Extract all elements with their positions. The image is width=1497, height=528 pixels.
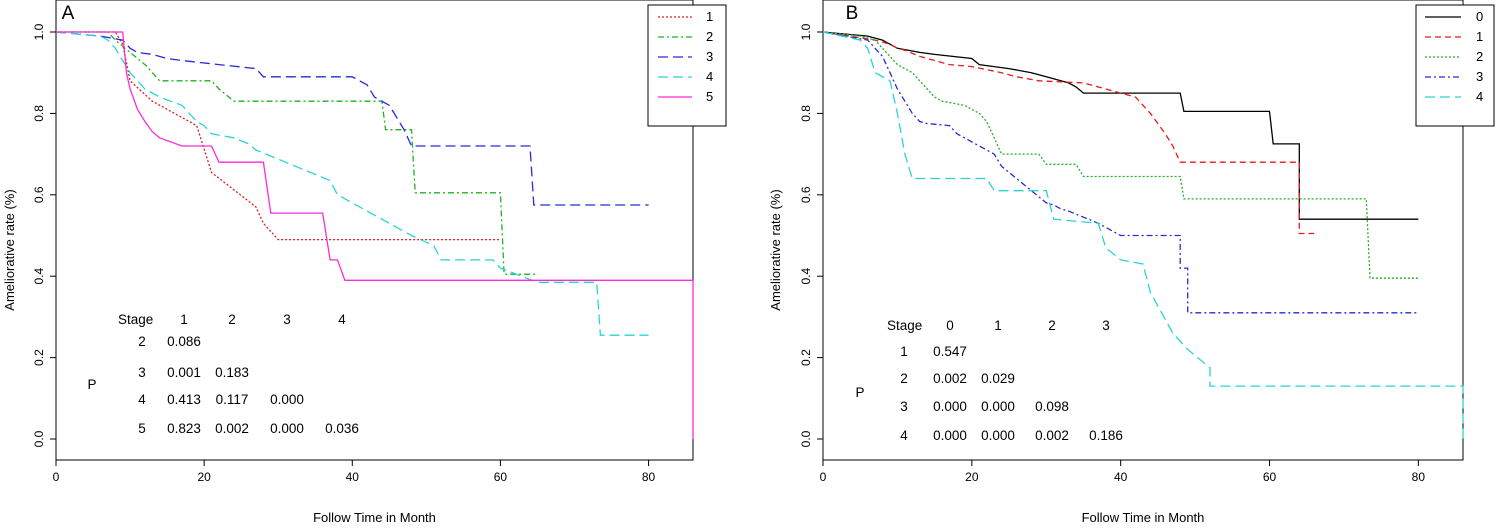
pvalue-row-stage: 2 — [138, 334, 146, 349]
legend-box — [1415, 4, 1495, 127]
series-line-3 — [55, 31, 649, 206]
y-tick-label: 1.0 — [32, 23, 46, 40]
pvalue-cell: 0.000 — [270, 392, 304, 407]
pvalue-table: Stage 0 1 2 3 1 0.547 2 0.002 0.029 3 0.000 0.000 0.0… — [855, 318, 1122, 443]
series-line-3 — [822, 31, 1419, 314]
legend-label-0: 0 — [1476, 9, 1483, 24]
x-tick-label: 40 — [1114, 470, 1128, 484]
legend-box — [647, 4, 727, 127]
panel-letter: B — [846, 3, 859, 24]
pvalue-column-header: 3 — [1102, 318, 1110, 333]
pvalue-row-stage: 1 — [900, 344, 908, 359]
x-tick-label: 0 — [53, 470, 60, 484]
series-line-4 — [822, 31, 1464, 439]
x-axis-label: Follow Time in Month — [1082, 510, 1205, 525]
x-tick-label: 40 — [346, 470, 360, 484]
pvalue-row-stage: 4 — [138, 392, 146, 407]
pvalue-cell: 0.029 — [981, 371, 1015, 386]
x-tick-label: 80 — [1412, 470, 1426, 484]
pvalue-cell: 0.183 — [215, 365, 249, 380]
pvalue-cell: 0.098 — [1035, 399, 1069, 414]
series-line-5 — [56, 31, 694, 439]
pvalue-cell: 0.000 — [981, 428, 1015, 443]
y-tick-label: 0.4 — [799, 268, 813, 285]
legend-label-2: 2 — [1476, 49, 1483, 64]
pvalue-cell: 0.117 — [216, 392, 249, 407]
x-tick-label: 60 — [1263, 470, 1277, 484]
pvalue-stage-header: Stage — [118, 312, 153, 327]
y-tick-label: 0.0 — [32, 430, 46, 447]
y-tick-label: 1.0 — [799, 23, 813, 40]
plot-frame — [55, 0, 694, 461]
pvalue-cell: 0.186 — [1089, 428, 1123, 443]
series-line-1 — [822, 31, 1315, 235]
pvalue-cell: 0.086 — [167, 334, 201, 349]
pvalue-table: Stage 1 2 3 4 2 0.086 3 0.001 0.183 4 0.413 0.117 0.0… — [87, 312, 358, 436]
pvalue-cell: 0.000 — [933, 399, 967, 414]
x-tick-label: 80 — [642, 470, 656, 484]
pvalue-cell: 0.000 — [981, 399, 1015, 414]
series-line-4 — [55, 31, 649, 336]
series-line-2 — [822, 31, 1419, 279]
pvalue-column-header: 0 — [946, 318, 954, 333]
pvalue-column-header: 3 — [283, 312, 291, 327]
pvalue-cell: 0.413 — [167, 392, 201, 407]
x-tick-label: 20 — [965, 470, 979, 484]
pvalue-cell: 0.823 — [167, 421, 201, 436]
pvalue-stage-header: Stage — [887, 318, 922, 333]
plot-frame — [822, 0, 1464, 461]
legend: 0 1 2 3 4 — [1415, 4, 1495, 127]
pvalue-column-header: 2 — [228, 312, 236, 327]
pvalue-column-header: 1 — [180, 312, 188, 327]
pvalue-row-stage: 3 — [900, 399, 908, 414]
y-tick-label: 0.4 — [32, 268, 46, 285]
legend-label-2: 2 — [706, 29, 713, 44]
panel-letter: A — [62, 3, 75, 24]
panel-a: A 0 20 40 60 80 0.0 0.2 0.4 0.6 0.8 1.0 Follow Time … — [2, 0, 727, 525]
pvalue-row-stage: 4 — [900, 428, 908, 443]
pvalue-cell: 0.001 — [167, 365, 201, 380]
series-line-1 — [56, 31, 501, 241]
legend: 1 2 3 4 5 — [647, 4, 727, 127]
y-tick-label: 0.8 — [32, 105, 46, 122]
pvalue-row-stage: 3 — [138, 365, 146, 380]
y-tick-label: 0.0 — [799, 430, 813, 447]
pvalue-cell: 0.002 — [1035, 428, 1069, 443]
pvalue-column-header: 2 — [1048, 318, 1056, 333]
y-tick-label: 0.6 — [799, 186, 813, 203]
y-tick-label: 0.2 — [799, 349, 813, 366]
pvalue-p-label: P — [87, 377, 96, 392]
pvalue-row-stage: 5 — [138, 421, 146, 436]
y-tick-label: 0.6 — [32, 186, 46, 203]
legend-label-1: 1 — [1476, 29, 1483, 44]
legend-label-4: 4 — [706, 69, 713, 84]
pvalue-cell: 0.000 — [933, 428, 967, 443]
pvalue-cell: 0.000 — [270, 421, 304, 436]
y-axis-label: Ameliorative rate (%) — [2, 189, 17, 310]
x-tick-label: 20 — [197, 470, 211, 484]
series-line-0 — [822, 31, 1419, 220]
pvalue-p-label: P — [855, 385, 864, 400]
legend-label-3: 3 — [1476, 69, 1483, 84]
y-tick-label: 0.8 — [799, 105, 813, 122]
legend-label-5: 5 — [706, 89, 713, 104]
pvalue-row-stage: 2 — [900, 371, 908, 386]
x-tick-label: 0 — [820, 470, 827, 484]
legend-label-1: 1 — [706, 9, 713, 24]
y-tick-label: 0.2 — [32, 349, 46, 366]
y-axis-label: Ameliorative rate (%) — [768, 189, 783, 310]
pvalue-column-header: 1 — [994, 318, 1002, 333]
pvalue-column-header: 4 — [338, 312, 346, 327]
pvalue-cell: 0.036 — [325, 421, 359, 436]
x-tick-label: 60 — [494, 470, 508, 484]
legend-label-4: 4 — [1476, 89, 1483, 104]
pvalue-cell: 0.547 — [933, 344, 967, 359]
x-axis-label: Follow Time in Month — [313, 510, 436, 525]
pvalue-cell: 0.002 — [933, 371, 967, 386]
series-line-2 — [56, 31, 538, 275]
legend-label-3: 3 — [706, 49, 713, 64]
pvalue-cell: 0.002 — [215, 421, 249, 436]
